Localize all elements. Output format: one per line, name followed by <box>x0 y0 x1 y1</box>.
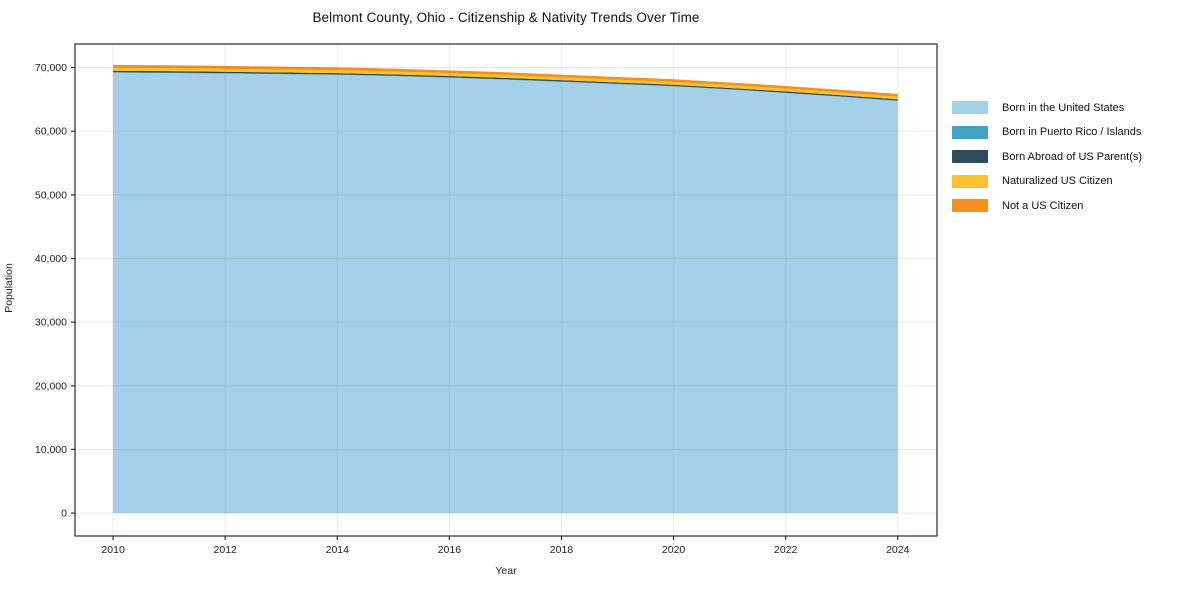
x-tick-label: 2024 <box>886 544 910 556</box>
legend-label: Born in Puerto Rico / Islands <box>1002 126 1142 138</box>
legend-item: Naturalized US Citizen <box>952 174 1142 188</box>
x-tick-label: 2014 <box>326 544 350 556</box>
legend-label: Born in the United States <box>1002 101 1125 114</box>
legend-item: Not a US Citizen <box>952 199 1142 212</box>
y-axis-label: Population <box>3 263 15 313</box>
x-tick-label: 2022 <box>774 544 798 556</box>
y-tick-label: 40,000 <box>35 253 67 265</box>
x-axis-label: Year <box>495 565 517 577</box>
y-tick-label: 70,000 <box>35 62 67 74</box>
y-tick-label: 10,000 <box>35 444 67 456</box>
y-tick-label: 50,000 <box>35 189 67 201</box>
legend-item: Born in the United States <box>952 101 1142 114</box>
legend-swatch <box>952 101 988 114</box>
x-tick-label: 2020 <box>662 544 686 556</box>
legend-item: Born in Puerto Rico / Islands <box>952 125 1142 139</box>
legend-item: Born Abroad of US Parent(s) <box>952 150 1142 163</box>
legend-swatch <box>952 150 988 163</box>
y-tick-label: 30,000 <box>35 317 67 329</box>
x-tick-label: 2016 <box>438 544 462 556</box>
legend-label: Born Abroad of US Parent(s) <box>1002 150 1143 163</box>
x-tick-label: 2012 <box>214 544 238 556</box>
legend-label: Naturalized US Citizen <box>1002 175 1113 187</box>
legend-label: Not a US Citizen <box>1002 199 1084 212</box>
area-born-in-the-united-states <box>113 72 898 514</box>
x-tick-label: 2010 <box>101 544 125 556</box>
y-tick-label: 20,000 <box>35 380 67 392</box>
area-naturalized-us-citizen <box>113 67 898 100</box>
legend-swatch <box>952 199 988 212</box>
plot-frame <box>74 43 938 537</box>
legend-swatch <box>952 125 988 139</box>
y-tick-label: 0 <box>61 508 67 520</box>
legend-swatch <box>952 174 988 188</box>
chart-title: Belmont County, Ohio - Citizenship & Nat… <box>312 10 700 25</box>
y-tick-label: 60,000 <box>35 126 67 138</box>
x-tick-label: 2018 <box>550 544 574 556</box>
legend: Born in the United States Born in Puerto … <box>952 101 1142 212</box>
area-not-a-us-citizen <box>113 64 898 97</box>
